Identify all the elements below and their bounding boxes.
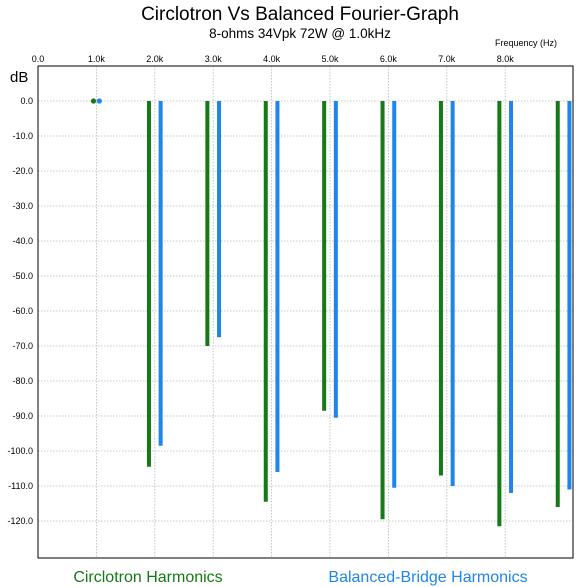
circlotron-harmonic-bar (263, 101, 268, 502)
circlotron-harmonic-bar (146, 101, 151, 467)
x-tick-label: 8.0k (497, 54, 515, 64)
x-tick-label: 1.0k (88, 54, 106, 64)
balanced-harmonic-bar (333, 101, 338, 418)
grid-lines (38, 66, 573, 558)
balanced-fundamental-point (96, 98, 102, 104)
y-tick-label: -110.0 (8, 481, 33, 491)
tick-labels: 0.0 1.0k 2.0k 3.0k 4.0k 5.0k 6.0k 7.0k 8.0k 0.0 -1… (7, 54, 514, 526)
circlotron-harmonic-bar (322, 101, 327, 411)
circlotron-harmonic-bar (205, 101, 210, 346)
x-tick-label: 5.0k (321, 54, 339, 64)
x-tick-label: 0.0 (32, 54, 45, 64)
chart-title: Circlotron Vs Balanced Fourier-Graph (141, 4, 459, 25)
y-tick-label: -50.0 (12, 271, 33, 281)
y-tick-label: -40.0 (12, 236, 33, 246)
balanced-harmonic-bar (567, 101, 572, 490)
y-tick-label: -60.0 (12, 306, 33, 316)
balanced-harmonic-bar (275, 101, 280, 472)
y-tick-label: 0.0 (20, 96, 33, 106)
y-tick-label: -30.0 (12, 201, 33, 211)
y-tick-label: -120.0 (7, 516, 33, 526)
y-tick-label: -90.0 (12, 411, 33, 421)
circlotron-harmonic-bar (380, 101, 385, 520)
circlotron-harmonic-bar (555, 101, 560, 507)
x-tick-label: 6.0k (380, 54, 398, 64)
circlotron-harmonic-bar (497, 101, 502, 527)
legend-circlotron: Circlotron Harmonics (73, 569, 222, 586)
y-tick-label: -80.0 (12, 376, 33, 386)
harmonic-bars (90, 98, 572, 527)
y-axis-label: dB (10, 69, 28, 86)
y-tick-label: -100.0 (7, 446, 33, 456)
plot-area (37, 65, 574, 559)
balanced-harmonic-bar (158, 101, 163, 446)
legend-balanced-bridge: Balanced-Bridge Harmonics (328, 569, 527, 586)
balanced-harmonic-bar (450, 101, 455, 486)
circlotron-fundamental-point (90, 98, 97, 104)
x-axis-label: Frequency (Hz) (495, 38, 557, 48)
balanced-harmonic-bar (509, 101, 514, 493)
y-tick-label: -10.0 (12, 131, 33, 141)
x-tick-label: 4.0k (263, 54, 281, 64)
balanced-harmonic-bar (217, 101, 222, 338)
x-tick-label: 2.0k (146, 54, 164, 64)
y-tick-label: -70.0 (12, 341, 33, 351)
chart-subtitle: 8-ohms 34Vpk 72W @ 1.0kHz (209, 26, 391, 41)
balanced-harmonic-bar (392, 101, 397, 488)
y-tick-label: -20.0 (12, 166, 33, 176)
circlotron-harmonic-bar (438, 101, 443, 476)
x-tick-label: 7.0k (438, 54, 456, 64)
x-tick-label: 3.0k (205, 54, 223, 64)
